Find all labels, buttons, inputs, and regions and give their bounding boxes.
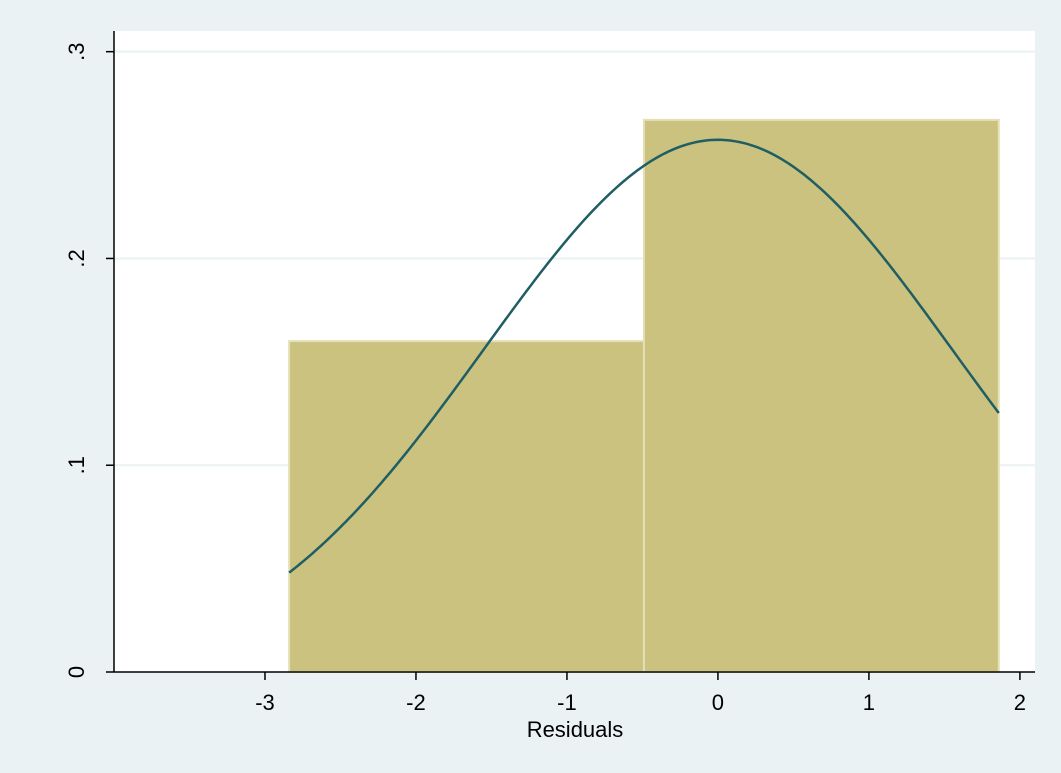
y-axis-ticks: 0 .1 .2 .3 xyxy=(64,42,114,678)
x-tick-label: -1 xyxy=(557,690,577,715)
histogram-bar xyxy=(288,340,645,673)
y-tick-label: .1 xyxy=(64,456,89,474)
y-tick-label: .3 xyxy=(64,42,89,60)
x-axis-ticks: -3 -2 -1 0 1 2 xyxy=(255,672,1026,715)
histogram-bar xyxy=(642,118,1000,673)
x-tick-label: -2 xyxy=(406,690,426,715)
x-tick-label: 2 xyxy=(1014,690,1026,715)
x-axis-title: Residuals xyxy=(527,717,624,742)
histogram-bars xyxy=(288,118,1000,673)
y-tick-label: 0 xyxy=(64,666,89,678)
x-tick-label: -3 xyxy=(255,690,275,715)
normal-density-curve xyxy=(288,138,1000,574)
y-tick-label: .2 xyxy=(64,249,89,267)
x-tick-label: 0 xyxy=(712,690,724,715)
x-tick-label: 1 xyxy=(863,690,875,715)
